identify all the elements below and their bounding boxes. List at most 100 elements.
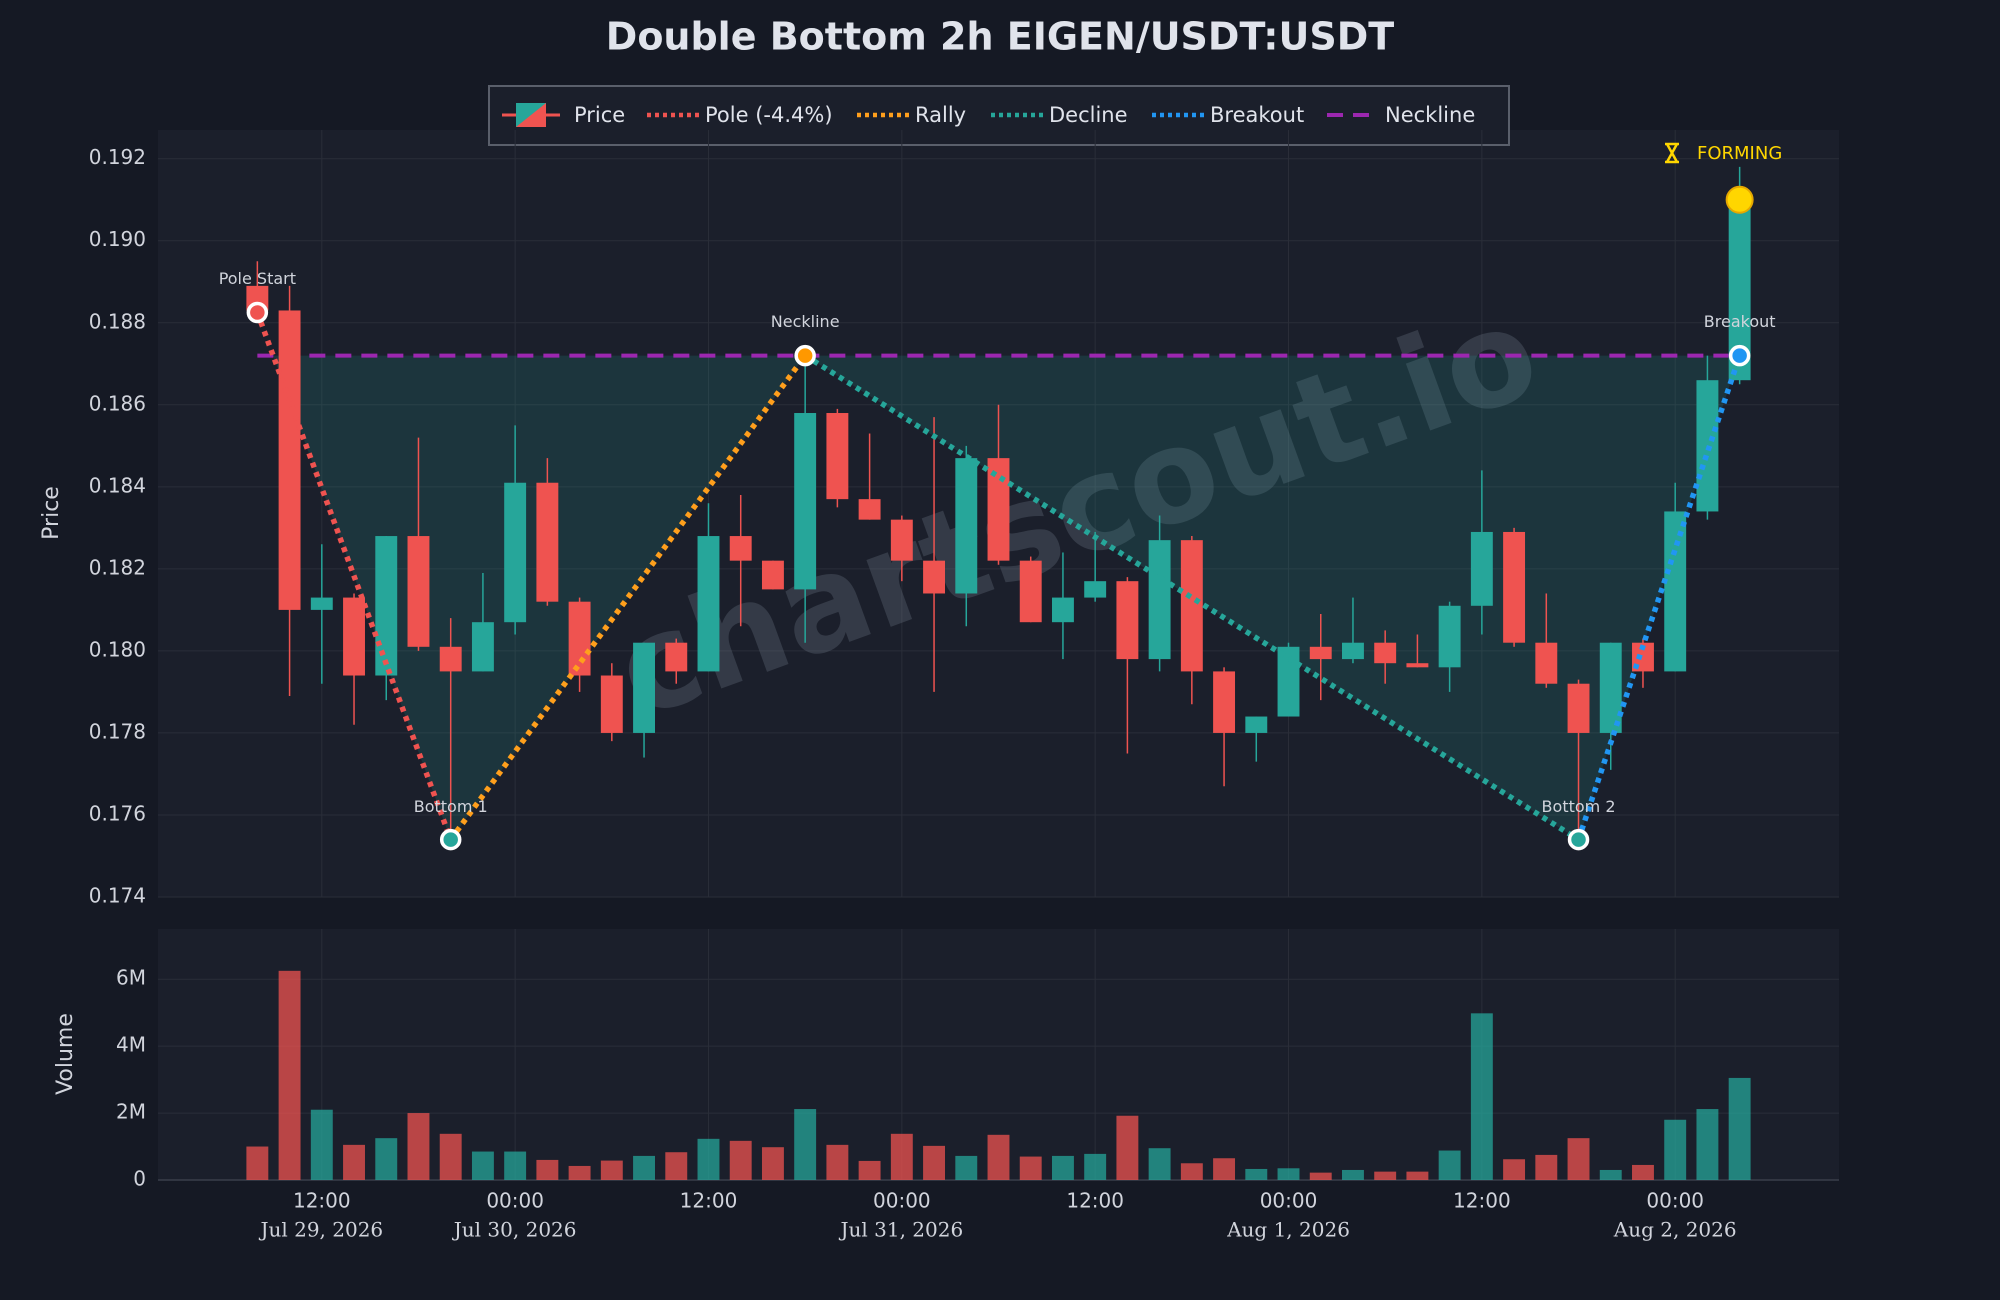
candle-body xyxy=(568,601,591,676)
candle-body xyxy=(471,622,494,672)
candle-body xyxy=(1213,671,1236,733)
volume-bar xyxy=(729,1140,752,1180)
volume-bar xyxy=(343,1144,365,1180)
volume-bar xyxy=(1470,1013,1493,1180)
volume-bar xyxy=(1503,1159,1526,1180)
candle-body xyxy=(1470,531,1493,606)
volume-bar xyxy=(1406,1171,1429,1180)
candle-body xyxy=(310,597,333,610)
volume-bar xyxy=(955,1155,978,1180)
volume-bar xyxy=(890,1133,913,1180)
x-date-label: Jul 31, 2026 xyxy=(838,1218,963,1242)
x-tick-label: 00:00 xyxy=(1646,1189,1704,1213)
candle-body xyxy=(987,458,1010,561)
pattern-point xyxy=(1728,344,1751,367)
candle-body xyxy=(1374,642,1397,664)
point-label: Breakout xyxy=(1704,312,1776,331)
candle-body xyxy=(278,310,301,610)
x-tick-label: 12:00 xyxy=(1066,1189,1124,1213)
point-label: Bottom 2 xyxy=(1542,797,1616,816)
y-tick-label: 0.190 xyxy=(89,227,146,251)
legend-label: Pole (-4.4%) xyxy=(705,103,833,127)
volume-bar xyxy=(1019,1156,1042,1180)
candle-body xyxy=(1245,716,1268,733)
chart-title: Double Bottom 2h EIGEN/USDT:USDT xyxy=(606,15,1394,59)
candle-body xyxy=(761,560,784,590)
pattern-line xyxy=(803,353,1580,842)
candle-body xyxy=(1309,646,1332,660)
volume-bar xyxy=(1277,1168,1300,1180)
volume-tick-label: 0 xyxy=(133,1167,146,1191)
pattern-area xyxy=(273,355,1740,840)
pattern-line xyxy=(254,311,454,841)
legend-label: Decline xyxy=(1049,103,1128,127)
volume-bar xyxy=(1180,1163,1203,1180)
y-tick-label: 0.192 xyxy=(89,145,146,169)
x-tick-label: 00:00 xyxy=(486,1189,544,1213)
pattern-point xyxy=(246,301,269,324)
y-tick-label: 0.174 xyxy=(89,884,146,908)
candle-body xyxy=(375,536,398,676)
volume-bar xyxy=(1116,1115,1139,1180)
volume-bar xyxy=(375,1138,398,1180)
pattern-point xyxy=(794,344,816,367)
candle-body xyxy=(504,482,527,623)
point-label: Pole Start xyxy=(219,269,296,288)
volume-axis-label: Volume xyxy=(53,1013,78,1095)
volume-bar xyxy=(278,970,301,1180)
status-icon xyxy=(1665,142,1679,164)
volume-bar xyxy=(471,1151,494,1180)
volume-bar xyxy=(1084,1153,1107,1180)
volume-bar xyxy=(1664,1119,1687,1180)
candle-body xyxy=(826,413,849,500)
candle-body xyxy=(536,482,559,602)
y-tick-label: 0.186 xyxy=(89,391,146,415)
y-tick-label: 0.178 xyxy=(89,719,146,743)
point-label: Neckline xyxy=(771,312,840,331)
candle-body xyxy=(439,646,462,672)
x-date-label: Jul 29, 2026 xyxy=(258,1218,383,1242)
x-date-label: Aug 2, 2026 xyxy=(1613,1218,1737,1242)
candle-body xyxy=(343,597,365,676)
candle-body xyxy=(633,642,655,733)
volume-bar xyxy=(536,1159,559,1180)
candle-body xyxy=(1438,605,1461,668)
pattern-point xyxy=(439,828,462,851)
candle-body xyxy=(1084,581,1107,598)
y-tick-label: 0.184 xyxy=(89,473,146,497)
x-tick-label: 12:00 xyxy=(1453,1189,1511,1213)
y-axis-label: Price xyxy=(39,486,64,540)
volume-bar xyxy=(1374,1171,1397,1180)
volume-bar xyxy=(1342,1169,1364,1180)
candle-body xyxy=(1406,663,1429,668)
candle-body xyxy=(1599,642,1622,733)
volume-bar xyxy=(1567,1138,1590,1180)
candle-body xyxy=(890,519,913,561)
x-tick-label: 12:00 xyxy=(293,1189,351,1213)
candle-body xyxy=(1664,511,1687,672)
candle-body xyxy=(1051,597,1074,623)
legend-label: Rally xyxy=(915,103,966,127)
volume-bar xyxy=(1535,1154,1558,1180)
volume-bar xyxy=(439,1133,462,1180)
legend-label: Price xyxy=(574,103,625,127)
volume-bar xyxy=(858,1160,881,1180)
candle-body xyxy=(407,536,430,647)
candle-body xyxy=(1342,642,1364,660)
x-tick-label: 00:00 xyxy=(1260,1189,1318,1213)
volume-bar xyxy=(826,1144,849,1180)
volume-bar xyxy=(1632,1164,1654,1180)
candle-body xyxy=(697,536,720,672)
candle-body xyxy=(1277,646,1300,717)
candle-body xyxy=(794,413,817,590)
volume-bar xyxy=(1213,1158,1236,1180)
point-label: Bottom 1 xyxy=(414,797,488,816)
candle-body xyxy=(729,536,752,561)
y-tick-label: 0.182 xyxy=(89,555,146,579)
volume-bar xyxy=(1599,1169,1622,1180)
x-date-label: Jul 30, 2026 xyxy=(452,1218,577,1242)
volume-bar xyxy=(407,1113,430,1180)
candle-body xyxy=(1148,540,1171,660)
volume-tick-label: 6M xyxy=(116,966,146,990)
